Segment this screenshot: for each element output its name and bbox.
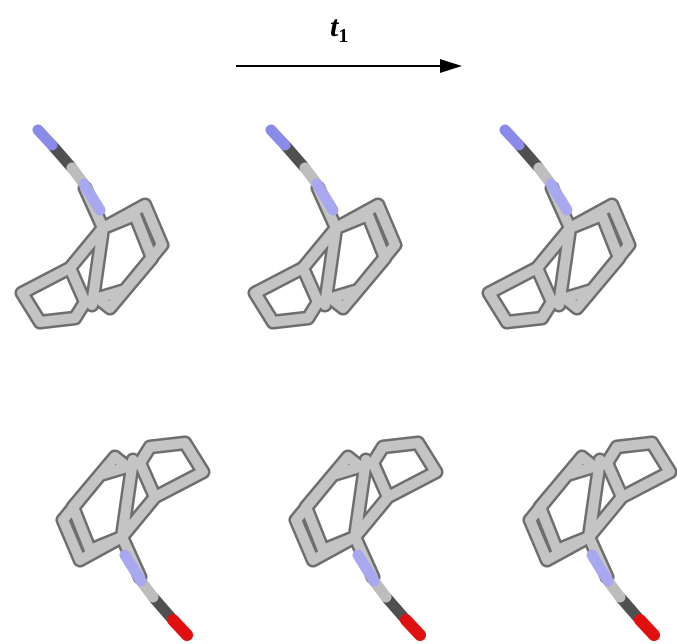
molecule-top-3	[489, 130, 629, 322]
molecule-top-1	[22, 130, 162, 322]
molecule-bottom-1	[63, 443, 203, 635]
molecule-top-2	[255, 130, 395, 322]
molecule-bottom-2	[296, 443, 436, 635]
figure: t1	[0, 0, 677, 644]
arrow-label: t1	[330, 10, 348, 47]
molecule-bottom-3	[530, 443, 670, 635]
arrow-label-subscript: 1	[338, 25, 348, 47]
arrow-head	[440, 59, 462, 73]
